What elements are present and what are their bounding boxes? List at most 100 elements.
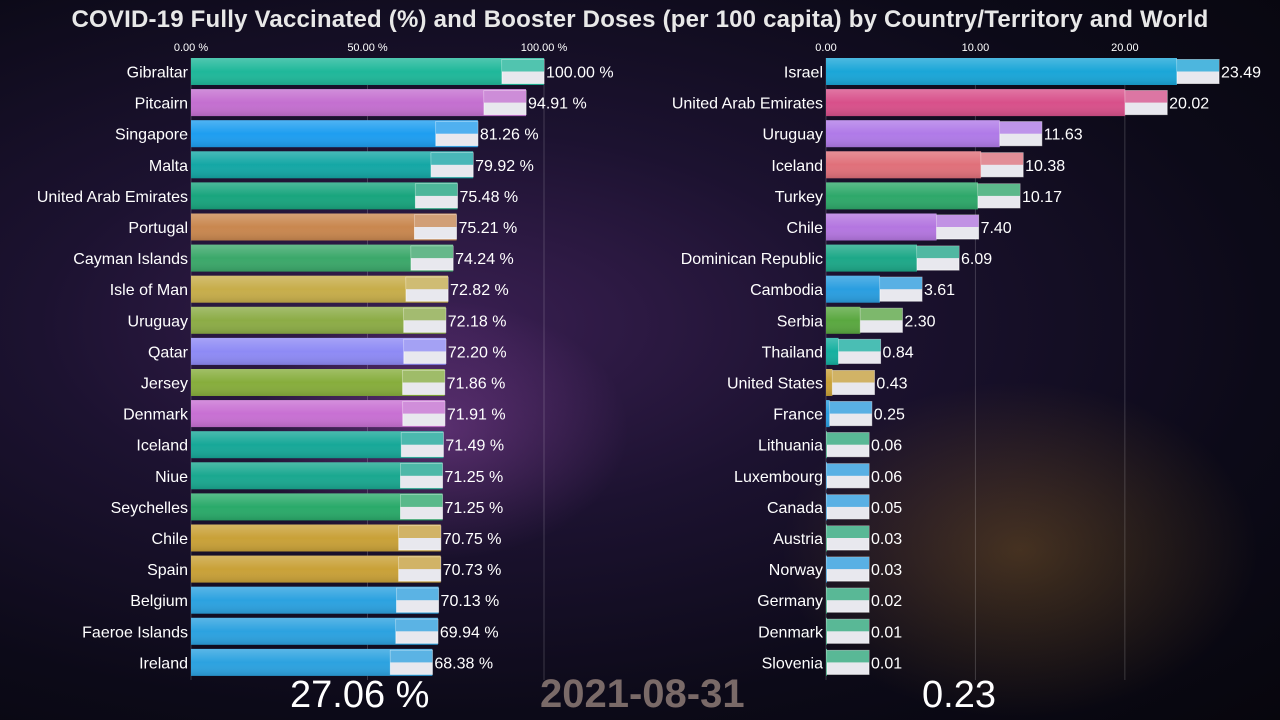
category-label: Uruguay — [128, 313, 188, 330]
flag-icon-band — [827, 588, 869, 601]
flag-icon-band — [390, 650, 433, 663]
flag-icon-band — [431, 152, 474, 165]
bar-row: Malta 79.92 % — [149, 151, 534, 179]
category-label: Iceland — [136, 438, 188, 455]
flag-icon-band — [879, 277, 922, 290]
bar-row: Austria 0.03 — [773, 524, 902, 552]
flag-icon-band — [406, 277, 449, 290]
bar-row: Pitcairn 94.91 % — [135, 89, 587, 117]
chart-title: COVID-19 Fully Vaccinated (%) and Booste… — [71, 6, 1209, 33]
value-label: 72.18 % — [448, 313, 507, 330]
flag-icon-band — [411, 246, 454, 259]
category-label: Dominican Republic — [681, 251, 823, 268]
category-label: United Arab Emirates — [672, 96, 823, 113]
value-label: 2.30 — [904, 313, 935, 330]
category-label: Qatar — [148, 344, 189, 361]
category-label: Jersey — [141, 376, 188, 393]
value-label: 0.06 — [871, 469, 902, 486]
bar-row: Niue 71.25 % — [155, 462, 504, 490]
bar-row: Isle of Man 72.82 % — [110, 275, 509, 303]
category-label: Portugal — [128, 220, 188, 237]
flag-icon-band — [977, 183, 1020, 196]
flag-icon-band — [860, 308, 903, 321]
category-label: Pitcairn — [135, 96, 188, 113]
bar-row: Gibraltar 100.00 % — [127, 58, 614, 85]
category-label: Canada — [767, 500, 823, 517]
flag-icon-band — [398, 557, 441, 570]
category-label: Faeroe Islands — [82, 624, 188, 641]
bar-row: Belgium 70.13 % — [130, 586, 499, 614]
bar-sheen — [826, 89, 1126, 117]
category-label: Ireland — [139, 655, 188, 672]
value-label: 71.25 % — [445, 500, 504, 517]
flag-icon-band — [827, 619, 869, 632]
flag-icon-band — [401, 432, 444, 445]
flag-icon-band — [917, 246, 959, 259]
flag-icon-band — [1177, 59, 1219, 72]
category-label: Cambodia — [750, 282, 823, 299]
axis-tick-label: 0.00 — [815, 42, 836, 54]
bar-row: Qatar 72.20 % — [148, 337, 507, 365]
bar-sheen — [191, 275, 449, 303]
bar-sheen — [191, 244, 454, 272]
flag-icon-band — [396, 588, 439, 601]
axis-tick-label: 0.00 % — [174, 42, 208, 54]
value-label: 7.40 — [981, 220, 1012, 237]
value-label: 94.91 % — [528, 96, 587, 113]
category-label: Norway — [769, 562, 823, 579]
axis-tick-label: 100.00 % — [521, 42, 568, 54]
value-label: 71.25 % — [445, 469, 504, 486]
value-label: 0.03 — [871, 562, 902, 579]
value-label: 70.73 % — [443, 562, 502, 579]
value-label: 20.02 — [1169, 96, 1209, 113]
axis-tick-label: 10.00 — [962, 42, 990, 54]
value-label: 69.94 % — [440, 624, 499, 641]
bar-row: Faeroe Islands 69.94 % — [82, 617, 499, 645]
category-label: Isle of Man — [110, 282, 188, 299]
value-label: 0.01 — [871, 624, 902, 641]
category-label: Chile — [152, 531, 189, 548]
category-label: Niue — [155, 469, 188, 486]
value-label: 10.17 — [1022, 189, 1062, 206]
bar-sheen — [826, 369, 833, 396]
flag-icon-band — [402, 401, 445, 414]
flag-icon-band — [395, 619, 438, 632]
category-label: Chile — [787, 220, 824, 237]
value-label: 71.86 % — [447, 376, 506, 393]
bar-row: Lithuania 0.06 — [758, 431, 902, 459]
value-label: 75.48 % — [459, 189, 518, 206]
flag-icon-band — [829, 401, 872, 414]
flag-icon-band — [981, 152, 1024, 165]
value-label: 71.91 % — [447, 407, 506, 424]
bar-sheen — [826, 120, 1000, 148]
category-label: Austria — [773, 531, 823, 548]
value-label: 11.63 — [1044, 127, 1083, 144]
bar-row: Dominican Republic 6.09 — [681, 244, 992, 272]
date-label: 2021-08-31 — [540, 672, 745, 716]
value-label: 0.05 — [871, 500, 902, 517]
flag-icon-band — [832, 370, 875, 383]
right-footer-value: 0.23 — [922, 674, 996, 716]
value-label: 74.24 % — [455, 251, 514, 268]
flag-icon-band — [403, 308, 446, 321]
value-label: 70.75 % — [443, 531, 502, 548]
bar-sheen — [826, 151, 982, 179]
value-label: 0.02 — [871, 593, 902, 610]
bar-row: Seychelles 71.25 % — [111, 493, 504, 521]
axis-tick-label: 20.00 — [1111, 42, 1139, 54]
category-label: Singapore — [115, 127, 188, 144]
value-label: 3.61 — [924, 282, 955, 299]
bar-sheen — [826, 182, 978, 210]
flag-icon-band — [398, 526, 441, 538]
bar-sheen — [191, 120, 478, 148]
bar-row: Chile 7.40 — [787, 213, 1012, 241]
bar-row: United Arab Emirates 20.02 — [672, 89, 1209, 117]
bar-row: Uruguay 72.18 % — [128, 306, 507, 334]
bar-row: Luxembourg 0.06 — [734, 462, 902, 490]
value-label: 10.38 — [1025, 158, 1065, 175]
value-label: 100.00 % — [546, 65, 614, 82]
category-label: Turkey — [775, 189, 823, 206]
category-label: Uruguay — [763, 127, 823, 144]
bar-sheen — [826, 275, 880, 303]
value-label: 71.49 % — [445, 438, 504, 455]
